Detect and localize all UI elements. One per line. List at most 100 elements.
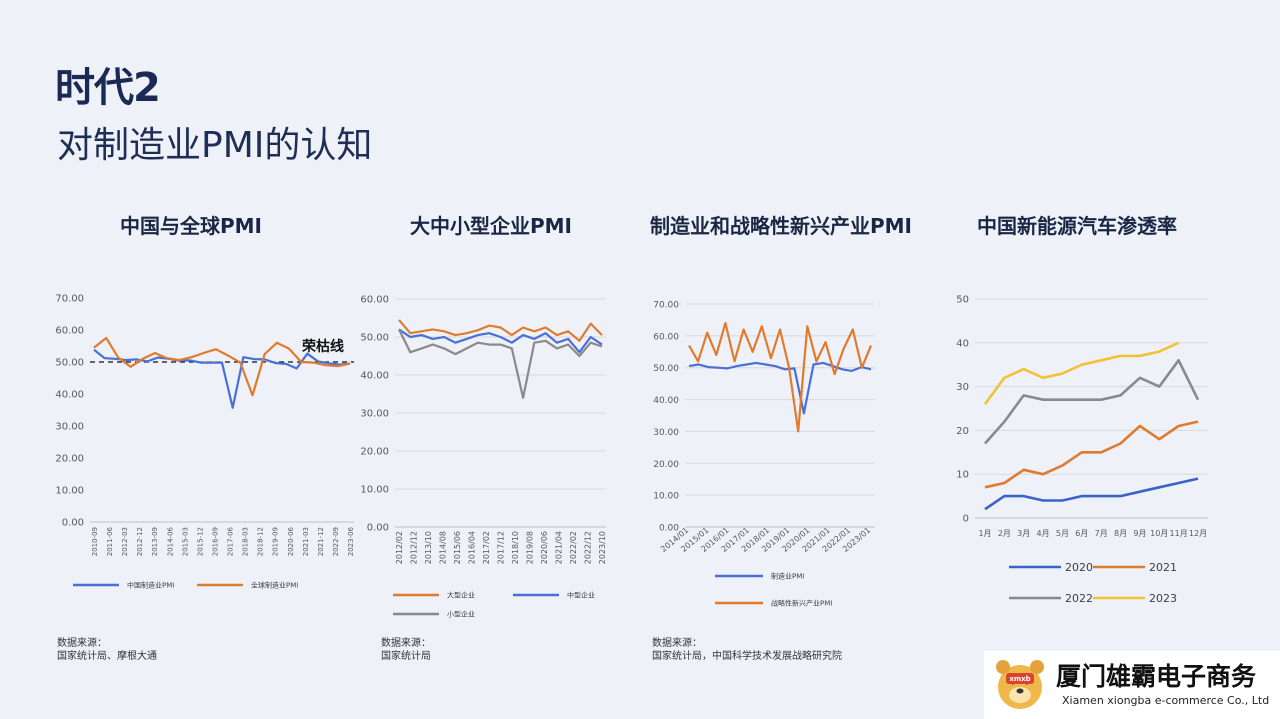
x-tick-label: 2018-03 <box>242 527 250 556</box>
logo-badge-text: xmxb <box>1009 675 1030 683</box>
chart3-title: 制造业和战略性新兴产业PMI <box>650 214 913 238</box>
x-tick-label: 2020-06 <box>287 526 295 556</box>
page-subtitle: 对制造业PMI的认知 <box>57 125 373 166</box>
legend-label: 制造业PMI <box>771 571 804 580</box>
x-tick-label: 2020/06 <box>540 531 549 564</box>
x-tick-label: 2012-12 <box>136 527 144 556</box>
y-tick-label: 0.00 <box>659 524 679 534</box>
x-tick-label: 2016-09 <box>211 527 219 556</box>
x-tick-label: 2014-06 <box>166 526 174 556</box>
y-tick-label: 20 <box>956 426 969 437</box>
y-tick-label: 70.00 <box>55 294 84 305</box>
chart4-title: 中国新能源汽车渗透率 <box>977 214 1177 238</box>
x-tick-label: 8月 <box>1114 529 1127 538</box>
y-tick-label: 40 <box>956 338 969 349</box>
legend-label: 2023 <box>1149 592 1177 605</box>
y-tick-label: 0.00 <box>367 523 389 534</box>
legend-label: 中国制造业PMI <box>127 580 174 589</box>
y-tick-label: 50.00 <box>360 333 389 344</box>
series-line-4 <box>983 341 1180 405</box>
x-tick-label: 7月 <box>1095 529 1108 538</box>
threshold-annotation: 荣枯线 <box>301 338 344 355</box>
source-text: 国家统计局、摩根大通 <box>57 651 157 662</box>
source-note-2: 数据来源： 国家统计局 <box>381 637 431 663</box>
x-tick-label: 2021-12 <box>317 527 325 556</box>
series-line-1 <box>984 477 1199 511</box>
series-line-3 <box>984 358 1200 445</box>
company-logo: xmxb 厦门雄霸电子商务 Xiamen xiongba e-commerce … <box>984 651 1280 719</box>
source-note-1: 数据来源： 国家统计局、摩根大通 <box>57 637 157 663</box>
x-tick-label: 2017/12 <box>497 531 506 564</box>
chart1-title: 中国与全球PMI <box>120 214 263 238</box>
source-label: 数据来源： <box>381 638 431 649</box>
x-tick-label: 9月 <box>1133 529 1146 538</box>
x-tick-label: 2017/02 <box>482 531 491 564</box>
x-tick-label: 5月 <box>1056 529 1069 538</box>
y-tick-label: 30 <box>956 382 969 393</box>
y-tick-label: 50.00 <box>55 358 84 369</box>
legend-label: 大型企业 <box>447 590 475 599</box>
y-tick-label: 60.00 <box>55 326 84 337</box>
x-tick-label: 2013-09 <box>151 527 159 556</box>
y-tick-label: 50.00 <box>653 364 679 374</box>
source-text: 国家统计局，中国科学技术发展战略研究院 <box>652 651 842 662</box>
series-line-2 <box>398 328 603 354</box>
series-line-2 <box>984 420 1199 489</box>
logo-company-name-cn: 厦门雄霸电子商务 <box>1056 662 1257 691</box>
x-tick-label: 10月 <box>1150 529 1168 538</box>
x-tick-label: 11月 <box>1170 529 1188 538</box>
series-line-3 <box>398 328 603 399</box>
x-tick-label: 4月 <box>1037 529 1050 538</box>
x-tick-label: 2023/10 <box>598 531 607 564</box>
logo-company-name-en: Xiamen xiongba e-commerce Co., Ltd <box>1062 694 1270 707</box>
legend-label: 2022 <box>1065 592 1093 605</box>
x-tick-label: 2011-06 <box>106 526 114 556</box>
y-tick-label: 60.00 <box>653 332 679 342</box>
y-tick-label: 30.00 <box>55 422 84 433</box>
x-tick-label: 2019/08 <box>526 531 535 564</box>
y-tick-label: 50 <box>956 295 969 306</box>
y-tick-label: 70.00 <box>653 301 679 311</box>
x-tick-label: 2018-12 <box>257 527 265 556</box>
y-tick-label: 10 <box>956 470 969 481</box>
y-tick-label: 0.00 <box>62 518 84 529</box>
series-line-1 <box>398 319 603 342</box>
x-tick-label: 2017-06 <box>227 526 235 556</box>
x-tick-label: 2012/12 <box>410 531 419 564</box>
x-tick-label: 2012-03 <box>121 527 129 556</box>
x-tick-label: 2015-12 <box>196 527 204 556</box>
page-title: 时代2 <box>55 65 161 111</box>
legend-label: 小型企业 <box>447 609 475 618</box>
legend-label: 2021 <box>1149 561 1177 574</box>
x-tick-label: 2022/12 <box>584 531 593 564</box>
x-tick-label: 2015-03 <box>181 527 189 556</box>
y-tick-label: 40.00 <box>653 396 679 406</box>
series-line-1 <box>93 348 351 409</box>
y-tick-label: 10.00 <box>55 486 84 497</box>
source-note-3: 数据来源： 国家统计局，中国科学技术发展战略研究院 <box>652 637 842 663</box>
x-tick-label: 6月 <box>1075 529 1088 538</box>
series-line-2 <box>688 322 873 433</box>
x-tick-label: 2021/04 <box>555 531 564 564</box>
y-tick-label: 20.00 <box>55 454 84 465</box>
y-tick-label: 40.00 <box>360 371 389 382</box>
x-tick-label: 2022-09 <box>332 527 340 556</box>
source-label: 数据来源： <box>652 638 702 649</box>
x-tick-label: 2022/02 <box>569 531 578 564</box>
source-text: 国家统计局 <box>381 651 431 662</box>
y-tick-label: 30.00 <box>360 409 389 420</box>
series-line-2 <box>93 336 351 397</box>
x-tick-label: 2016/04 <box>468 531 477 564</box>
x-tick-label: 3月 <box>1017 529 1030 538</box>
y-tick-label: 20.00 <box>360 447 389 458</box>
legend-label: 全球制造业PMI <box>251 580 298 589</box>
legend-label: 2020 <box>1065 561 1093 574</box>
x-tick-label: 2014/08 <box>439 531 448 564</box>
legend-label: 中型企业 <box>567 590 595 599</box>
chart2-title: 大中小型企业PMI <box>410 214 573 238</box>
x-tick-label: 2019-09 <box>272 527 280 556</box>
x-tick-label: 2015/06 <box>453 531 462 564</box>
x-tick-label: 2021-03 <box>302 527 310 556</box>
x-tick-label: 2010-09 <box>91 527 99 556</box>
